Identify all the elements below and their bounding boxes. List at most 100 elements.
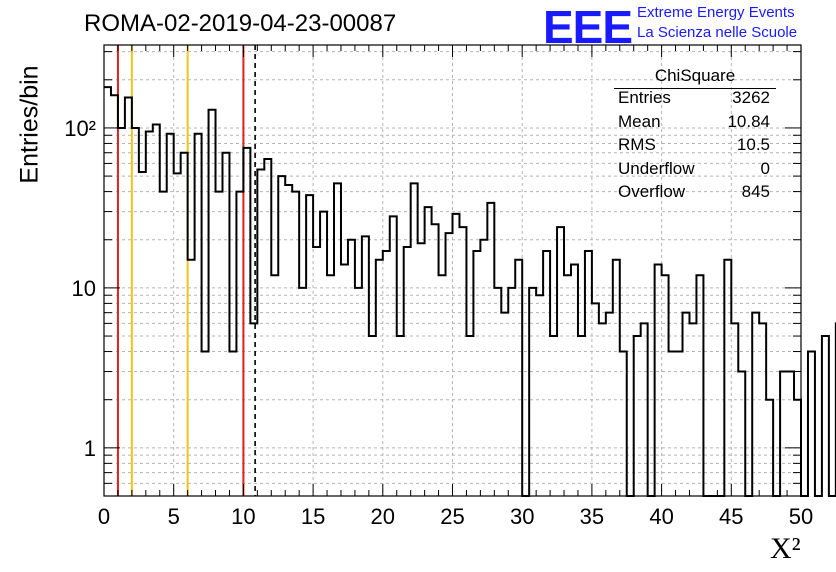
x-tick-label: 20 xyxy=(371,504,395,529)
histogram-bin xyxy=(390,216,397,496)
stats-value: 3262 xyxy=(732,88,770,107)
histogram-bin xyxy=(243,148,250,496)
x-tick-label: 30 xyxy=(510,504,534,529)
x-tick-label: 25 xyxy=(440,504,464,529)
histogram-bin xyxy=(418,243,425,496)
x-tick-label: 40 xyxy=(649,504,673,529)
histogram-bin xyxy=(153,125,160,496)
histogram-bin xyxy=(250,323,257,496)
y-axis-label: Entries/bin xyxy=(15,65,44,184)
histogram-bin xyxy=(808,352,815,496)
histogram-bin xyxy=(306,195,313,496)
histogram-bin xyxy=(787,372,794,496)
y-tick-label: 10 xyxy=(72,276,96,301)
histogram-bin xyxy=(160,192,167,496)
histogram-bin xyxy=(446,233,453,496)
histogram-bin xyxy=(222,153,229,496)
histogram-bin xyxy=(334,183,341,496)
x-tick-label: 45 xyxy=(719,504,743,529)
histogram-bin xyxy=(146,132,153,496)
histogram-bin xyxy=(229,352,236,496)
histogram-bin xyxy=(480,240,487,496)
histogram-bin xyxy=(752,313,759,496)
x-tick-label: 5 xyxy=(168,504,180,529)
histogram-bin xyxy=(571,265,578,496)
histogram-bin xyxy=(536,295,543,496)
histogram-bin xyxy=(501,313,508,496)
stats-value: 10.84 xyxy=(727,111,770,131)
x-tick-label: 15 xyxy=(301,504,325,529)
stats-row-underflow: Underflow 0 xyxy=(614,159,776,183)
histogram-bin xyxy=(676,352,683,496)
histogram-bin xyxy=(411,183,418,496)
histogram-bin xyxy=(257,169,264,496)
histogram-bin xyxy=(132,128,139,496)
histogram-bin xyxy=(236,192,243,496)
eee-logo: EEE xyxy=(543,1,633,53)
histogram-bin xyxy=(606,313,613,496)
histogram-series-line xyxy=(104,86,836,497)
histogram-bin xyxy=(264,159,271,496)
logo-line-1: Extreme Energy Events xyxy=(637,4,795,21)
histogram-bin xyxy=(780,372,787,496)
histogram-bin xyxy=(118,128,125,496)
histogram-bin xyxy=(167,134,174,496)
histogram-bin xyxy=(397,336,404,496)
histogram-bin xyxy=(550,336,557,496)
histogram-bin xyxy=(320,212,327,496)
logo-line-2: La Scienza nelle Scuole xyxy=(637,24,798,41)
histogram-bin xyxy=(683,313,690,496)
histogram-bin xyxy=(822,336,829,496)
histogram-bin xyxy=(181,153,188,496)
histogram-bin xyxy=(195,134,202,496)
histogram-bin xyxy=(508,288,515,496)
stats-row-mean: Mean 10.84 xyxy=(614,112,776,136)
stats-value: 10.5 xyxy=(736,135,770,154)
histogram-bin xyxy=(216,192,223,496)
histogram-bin xyxy=(529,288,536,496)
x-tick-label: 35 xyxy=(580,504,604,529)
histogram-bin xyxy=(209,110,216,496)
histogram-bin xyxy=(355,288,362,496)
histogram-bin xyxy=(369,336,376,496)
histogram-bin xyxy=(738,372,745,496)
histogram-bin xyxy=(634,336,641,496)
stats-label: Entries xyxy=(618,88,671,107)
stats-row-overflow: Overflow 845 xyxy=(614,182,776,206)
histogram-bin xyxy=(599,323,606,496)
stats-label: Mean xyxy=(618,111,661,131)
histogram-bin xyxy=(104,87,111,496)
histogram-bin xyxy=(362,236,369,496)
stats-value: 845 xyxy=(741,182,770,201)
histogram-bin xyxy=(453,214,460,496)
histogram-bin xyxy=(341,265,348,496)
stats-divider xyxy=(614,88,776,89)
x-tick-label: 50 xyxy=(789,504,813,529)
histogram-bin xyxy=(759,323,766,496)
histogram-bin xyxy=(578,336,585,496)
x-tick-label: 10 xyxy=(231,504,255,529)
stats-value: 0 xyxy=(760,158,770,178)
histogram-bin xyxy=(731,323,738,496)
stats-label: RMS xyxy=(618,135,656,154)
y-tick-label: 1 xyxy=(84,436,96,461)
histogram-bin xyxy=(494,288,501,496)
histogram-bin xyxy=(655,265,662,496)
histogram-bin xyxy=(487,203,494,496)
y-tick-label: 10² xyxy=(64,116,96,141)
histogram-bin xyxy=(125,97,132,496)
x-tick-label: 0 xyxy=(98,504,110,529)
chart-title: ROMA-02-2019-04-23-00087 xyxy=(84,10,397,37)
stats-row-entries: Entries 3262 xyxy=(614,88,776,112)
stats-row-rms: RMS 10.5 xyxy=(614,135,776,159)
histogram-bin xyxy=(641,323,648,496)
histogram-bin xyxy=(689,323,696,496)
stats-label: Underflow xyxy=(618,158,695,178)
histogram-bin xyxy=(202,352,209,496)
x-axis-label: X² xyxy=(770,532,801,565)
histogram-bin xyxy=(620,352,627,496)
stats-title: ChiSquare xyxy=(654,66,736,85)
histogram-bin xyxy=(669,352,676,496)
histogram-bin xyxy=(292,192,299,496)
